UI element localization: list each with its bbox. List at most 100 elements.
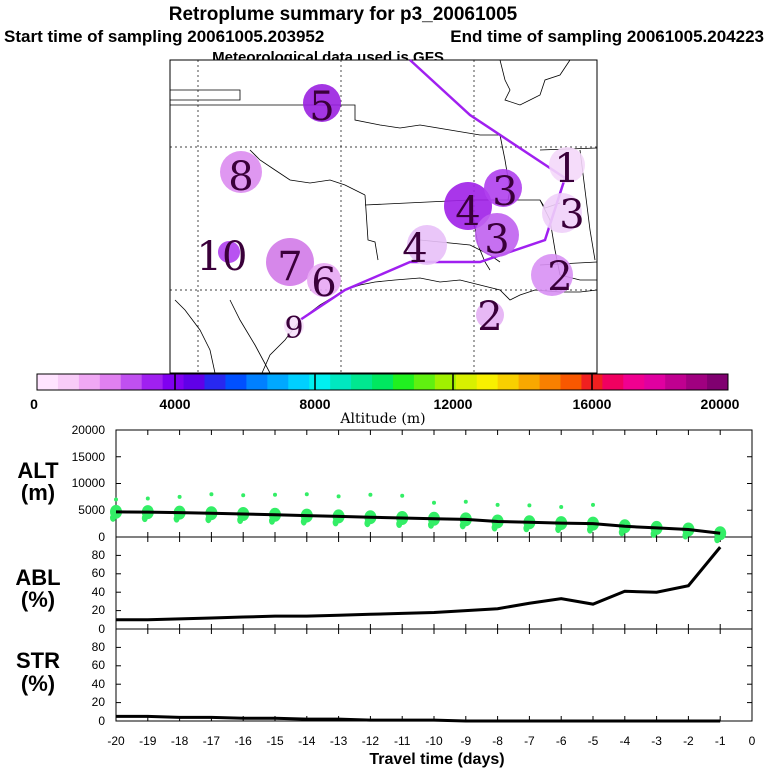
map-frame — [169, 59, 598, 374]
alt-high-particle — [559, 505, 564, 510]
x-tick-label: -18 — [171, 734, 189, 748]
colorbar-cell — [518, 374, 541, 390]
alt-particle-cluster — [141, 514, 148, 523]
abl-ytick-60: 60 — [92, 566, 106, 580]
str-ytick-0: 0 — [98, 714, 105, 728]
time-series-panels: ALT (m) ABL (%) STR (%) 20000 15000 1000… — [15, 423, 755, 768]
x-tick-label: -2 — [683, 734, 694, 748]
alt-high-particle — [114, 497, 118, 502]
day-marker-3c — [542, 193, 582, 233]
alt-ytick-5000: 5000 — [78, 503, 105, 517]
colorbar-cell — [434, 374, 457, 390]
alt-particle-cluster — [491, 523, 498, 532]
alt-particle-cluster — [459, 521, 466, 530]
alt-particle-cluster — [618, 528, 625, 537]
alt-unit: (m) — [21, 480, 55, 505]
colorbar-cell — [288, 374, 310, 390]
abl-data — [116, 546, 722, 622]
day-marker-4b — [407, 225, 447, 265]
colorbar-cells — [37, 374, 729, 390]
colorbar-cell — [141, 374, 164, 390]
colorbar-cell — [57, 374, 80, 390]
x-tick-label: -12 — [362, 734, 380, 748]
colorbar-frame — [36, 373, 729, 391]
alt-high-particle — [241, 493, 246, 498]
alt-high-particle — [368, 492, 373, 497]
abl-ytick-20: 20 — [92, 603, 106, 617]
colorbar-cell — [539, 374, 561, 390]
x-tick-label: -4 — [619, 734, 630, 748]
colorbar-cell — [476, 374, 499, 390]
day-label-1: 1 — [554, 146, 579, 192]
alt-particle-cluster — [587, 525, 593, 534]
x-tick-label: -1 — [715, 734, 726, 748]
alt-particle-cluster — [555, 525, 562, 534]
x-tick-label: -7 — [524, 734, 535, 748]
colorbar-cell — [455, 374, 478, 390]
str-panel-frame — [115, 628, 753, 722]
day-marker-4 — [444, 182, 492, 230]
day-marker-8 — [220, 151, 262, 193]
day-label-6: 6 — [311, 260, 336, 306]
x-tick-label: -17 — [203, 734, 221, 748]
day-label-9: 9 — [284, 311, 303, 346]
day-marker-9 — [284, 316, 304, 336]
colorbar-cell — [560, 374, 582, 390]
alt-high-particle — [273, 492, 277, 497]
colorbar-cell — [162, 374, 185, 390]
alt-ytick-20000: 20000 — [72, 423, 106, 437]
abl-title: ABL — [15, 565, 60, 590]
day-label-3a: 3 — [492, 169, 517, 215]
colorbar-tick-20000: 20000 — [701, 396, 740, 412]
colorbar-cell — [686, 374, 708, 390]
colorbar-cell — [267, 374, 289, 390]
alt-particle-cluster — [173, 514, 180, 523]
colorbar-cell — [413, 374, 436, 390]
colorbar-cell — [246, 374, 268, 390]
alt-particle-cluster — [364, 519, 371, 528]
str-line — [116, 714, 721, 723]
alt-particle-cluster — [269, 516, 275, 525]
colorbar-cell — [497, 374, 520, 390]
day-marker-6 — [307, 263, 341, 297]
alt-particle-cluster — [523, 524, 530, 533]
colorbar-tick-8000: 8000 — [299, 396, 330, 412]
x-tick-label: -5 — [588, 734, 599, 748]
alt-particle-cluster — [650, 529, 657, 538]
colorbar-cell — [392, 374, 415, 390]
x-tick-label: -16 — [235, 734, 253, 748]
alt-high-particle — [177, 494, 182, 499]
end-time-text: End time of sampling 20061005.204223 — [450, 27, 764, 46]
alt-particle-cluster — [396, 520, 403, 529]
colorbar-cell — [372, 374, 394, 390]
day-marker-2b — [476, 301, 504, 329]
colorbar-tick-4000: 4000 — [159, 396, 190, 412]
colorbar-cell — [225, 374, 247, 390]
colorbar-cell — [351, 374, 373, 390]
alt-high-particle — [432, 500, 436, 505]
colorbar-cell — [99, 374, 122, 390]
x-tick-label: -13 — [330, 734, 348, 748]
day-label-7: 7 — [277, 244, 302, 290]
x-tick-label: -15 — [266, 734, 284, 748]
colorbar-cell — [120, 374, 143, 390]
colorbar-tick-0: 0 — [30, 396, 38, 412]
alt-ytick-15000: 15000 — [72, 450, 106, 464]
plume-trajectory — [299, 59, 567, 322]
x-axis-label: Travel time (days) — [369, 751, 504, 768]
alt-high-particle — [400, 493, 405, 498]
colorbar-tick-12000: 12000 — [434, 396, 473, 412]
x-tick-label: 0 — [749, 734, 756, 748]
alt-particle-cluster — [205, 515, 212, 524]
colorbar: 0 4000 8000 12000 16000 20000 Altitude (… — [30, 373, 740, 427]
str-ytick-40: 40 — [92, 677, 106, 691]
str-ytick-20: 20 — [92, 695, 106, 709]
x-tick-label: -8 — [492, 734, 503, 748]
alt-high-particle — [463, 499, 468, 504]
str-ytick-60: 60 — [92, 658, 106, 672]
colorbar-cell — [183, 374, 206, 390]
abl-ytick-0: 0 — [98, 622, 105, 636]
day-marker-3a — [484, 169, 522, 207]
colorbar-cell — [665, 374, 687, 390]
